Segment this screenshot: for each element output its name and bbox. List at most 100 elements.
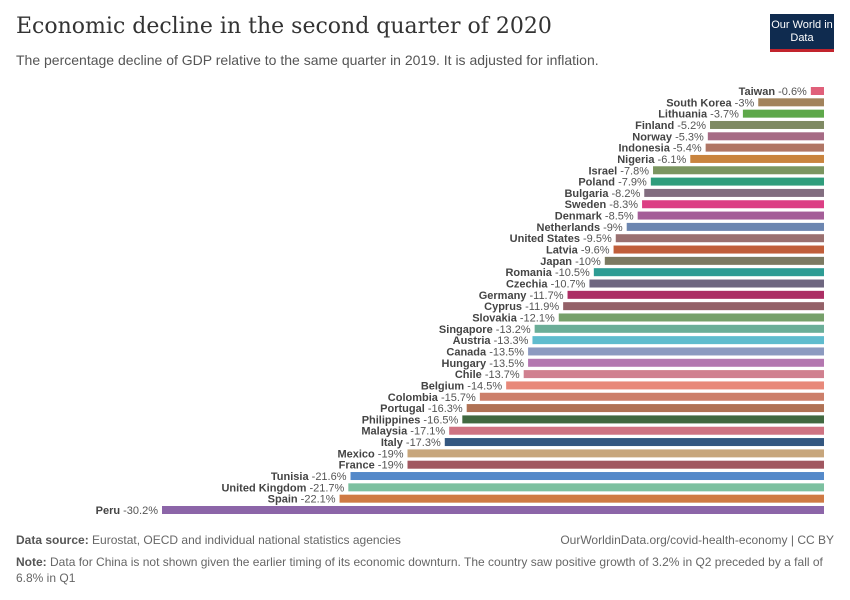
bar-italy[interactable] [444,438,824,447]
bar-label: Philippines -16.5% [362,414,459,426]
bar-label: Italy -17.3% [381,437,441,449]
country-name: Denmark [555,211,603,223]
country-name: Bulgaria [564,188,609,200]
bar-label: Portugal -16.3% [380,403,463,415]
value-label: -8.2% [608,188,640,200]
country-name: Belgium [421,380,465,392]
value-label: -5.2% [674,120,706,132]
bar-singapore[interactable] [534,324,824,333]
value-label: -15.7% [438,392,476,404]
bar-philippines[interactable] [462,415,824,424]
owid-logo[interactable]: Our World in Data [770,14,834,52]
value-label: -8.5% [602,211,634,223]
bar-bulgaria[interactable] [644,188,824,197]
bar-label: Romania -10.5% [505,267,590,279]
bar-label: Poland -7.9% [578,177,647,189]
bar-label: Colombia -15.7% [388,392,476,404]
bar-colombia[interactable] [479,392,824,401]
bar-lithuania[interactable] [742,109,824,118]
bar-france[interactable] [407,460,824,469]
value-label: -11.9% [522,301,559,313]
country-name: Japan [540,256,572,268]
bar-label: Slovakia -12.1% [472,312,555,324]
bar-poland[interactable] [650,177,824,186]
value-label: -5.3% [672,131,704,143]
bar-label: Germany -11.7% [479,290,564,302]
value-label: -6.1% [654,154,686,166]
value-label: -13.5% [486,358,524,370]
value-label: -9% [600,222,623,234]
bar-united-states[interactable] [615,234,824,243]
bar-taiwan[interactable] [810,87,824,95]
value-label: -13.5% [486,346,524,358]
country-name: Cyprus [484,301,522,313]
bar-united-kingdom[interactable] [348,483,824,492]
bar-label: Sweden -8.3% [565,199,639,211]
bar-label: Chile -13.7% [455,369,520,381]
country-name: Spain [268,494,298,506]
bar-tunisia[interactable] [350,472,824,481]
bar-spain[interactable] [339,494,824,503]
bar-label: Taiwan -0.6% [739,86,807,98]
note-label: Note: [16,555,47,569]
bar-label: United States -9.5% [510,233,612,245]
country-name: Latvia [546,245,579,257]
value-label: -13.2% [493,324,531,336]
country-name: Netherlands [537,222,601,234]
bar-slovakia[interactable] [558,313,824,322]
bar-label: Israel -7.8% [588,165,649,177]
bar-latvia[interactable] [613,245,824,254]
bar-label: Nigeria -6.1% [617,154,686,166]
value-label: -9.6% [578,245,610,257]
value-label: -3.7% [707,109,739,121]
value-label: -7.9% [615,177,647,189]
bar-mexico[interactable] [407,449,824,458]
value-label: -0.6% [775,86,807,98]
bar-label: Austria -13.3% [453,335,529,347]
value-label: -30.2% [120,505,158,517]
bar-cyprus[interactable] [563,302,824,311]
source-text: Eurostat, OECD and individual national s… [92,533,401,547]
source-url[interactable]: OurWorldinData.org/covid-health-economy … [560,533,834,547]
bar-germany[interactable] [567,290,824,299]
bar-norway[interactable] [707,132,824,141]
note: Note: Data for China is not shown given … [16,554,831,586]
country-name: Italy [381,437,404,449]
country-name: Mexico [337,448,375,460]
value-label: -10.5% [552,267,590,279]
bar-finland[interactable] [710,120,824,129]
bar-portugal[interactable] [466,404,824,413]
bar-denmark[interactable] [637,211,824,220]
bar-south-korea[interactable] [758,98,824,107]
bar-nigeria[interactable] [690,154,824,163]
bar-czechia[interactable] [589,279,824,288]
country-name: Israel [588,165,617,177]
bar-canada[interactable] [528,347,824,356]
value-label: -19% [375,460,404,472]
value-label: -13.7% [482,369,520,381]
bar-label: Cyprus -11.9% [484,301,559,313]
bar-netherlands[interactable] [626,222,824,231]
bar-japan[interactable] [604,256,824,265]
country-name: South Korea [666,97,732,109]
bar-chile[interactable] [523,370,824,379]
bar-label: Mexico -19% [337,448,403,460]
bar-malaysia[interactable] [449,426,824,435]
bar-austria[interactable] [532,336,824,345]
bar-romania[interactable] [593,268,824,277]
bar-indonesia[interactable] [705,143,824,152]
country-name: Germany [479,290,528,302]
country-name: Poland [578,177,615,189]
value-label: -5.4% [670,143,702,155]
value-label: -12.1% [517,312,555,324]
value-label: -14.5% [464,380,502,392]
bar-hungary[interactable] [528,358,824,367]
bar-belgium[interactable] [506,381,824,390]
bar-label: Finland -5.2% [635,120,706,132]
bar-peru[interactable] [162,506,824,514]
country-name: Philippines [362,414,421,426]
bar-label: Japan -10% [540,256,601,268]
value-label: -8.3% [606,199,638,211]
bar-israel[interactable] [653,166,824,175]
bar-sweden[interactable] [642,200,824,209]
